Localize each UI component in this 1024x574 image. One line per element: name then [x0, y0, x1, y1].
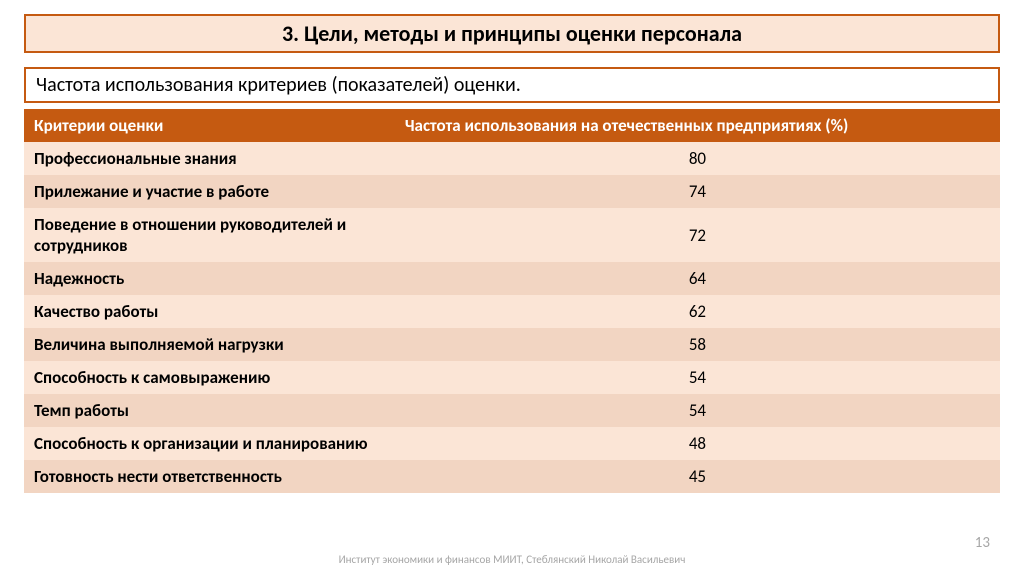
table-row: Способность к самовыражению54 — [24, 361, 1000, 394]
table-row: Качество работы62 — [24, 295, 1000, 328]
frequency-cell: 62 — [395, 295, 1000, 328]
criteria-cell: Способность к организации и планированию — [24, 427, 395, 460]
criteria-cell: Поведение в отношении руководителей и со… — [24, 208, 395, 262]
table-body: Профессиональные знания80Прилежание и уч… — [24, 142, 1000, 493]
criteria-cell: Профессиональные знания — [24, 142, 395, 175]
criteria-cell: Способность к самовыражению — [24, 361, 395, 394]
col-header-frequency: Частота использования на отечественных п… — [395, 109, 1000, 142]
table-row: Готовность нести ответственность45 — [24, 460, 1000, 493]
slide-title: 3. Цели, методы и принципы оценки персон… — [24, 14, 1000, 53]
col-header-criteria: Критерии оценки — [24, 109, 395, 142]
footer-text: Институт экономики и финансов МИИТ, Стеб… — [0, 553, 1024, 566]
frequency-cell: 45 — [395, 460, 1000, 493]
table-row: Способность к организации и планированию… — [24, 427, 1000, 460]
frequency-cell: 80 — [395, 142, 1000, 175]
table-row: Надежность64 — [24, 262, 1000, 295]
criteria-cell: Качество работы — [24, 295, 395, 328]
criteria-cell: Величина выполняемой нагрузки — [24, 328, 395, 361]
frequency-cell: 48 — [395, 427, 1000, 460]
table-header-row: Критерии оценки Частота использования на… — [24, 109, 1000, 142]
table-row: Профессиональные знания80 — [24, 142, 1000, 175]
slide: 3. Цели, методы и принципы оценки персон… — [0, 0, 1024, 493]
frequency-cell: 54 — [395, 394, 1000, 427]
criteria-cell: Надежность — [24, 262, 395, 295]
frequency-cell: 64 — [395, 262, 1000, 295]
table-row: Величина выполняемой нагрузки58 — [24, 328, 1000, 361]
frequency-cell: 54 — [395, 361, 1000, 394]
page-number: 13 — [975, 534, 990, 552]
criteria-cell: Темп работы — [24, 394, 395, 427]
frequency-cell: 58 — [395, 328, 1000, 361]
frequency-cell: 74 — [395, 175, 1000, 208]
table-row: Поведение в отношении руководителей и со… — [24, 208, 1000, 262]
table-row: Прилежание и участие в работе74 — [24, 175, 1000, 208]
slide-subtitle: Частота использования критериев (показат… — [24, 67, 1000, 103]
frequency-cell: 72 — [395, 208, 1000, 262]
criteria-table: Критерии оценки Частота использования на… — [24, 109, 1000, 493]
table-row: Темп работы54 — [24, 394, 1000, 427]
criteria-cell: Прилежание и участие в работе — [24, 175, 395, 208]
criteria-cell: Готовность нести ответственность — [24, 460, 395, 493]
